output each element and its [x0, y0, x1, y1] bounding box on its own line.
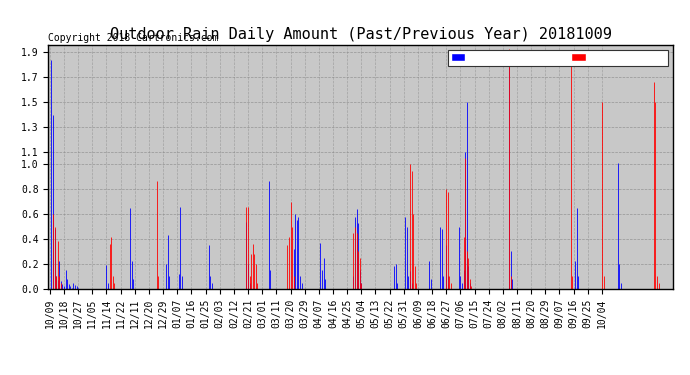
Legend: Previous (Inches), Past (Inches): Previous (Inches), Past (Inches) — [448, 50, 668, 66]
Title: Outdoor Rain Daily Amount (Past/Previous Year) 20181009: Outdoor Rain Daily Amount (Past/Previous… — [110, 27, 611, 42]
Text: Copyright 2018 Cartronics.com: Copyright 2018 Cartronics.com — [48, 33, 219, 43]
